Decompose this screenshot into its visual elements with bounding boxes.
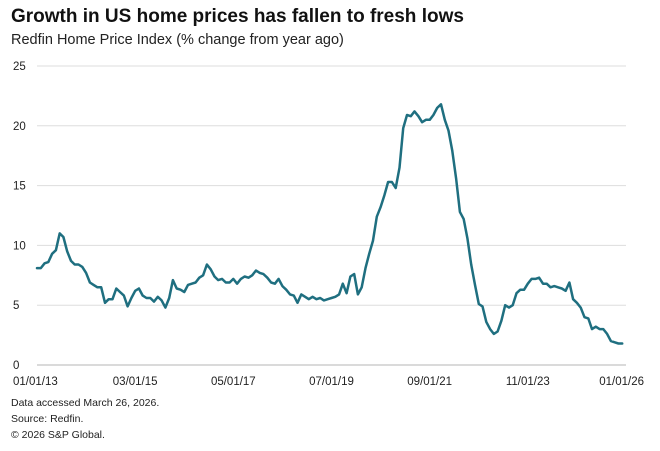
y-axis-ticks: 0 5 10 15 20 25 <box>13 61 26 372</box>
y-tick-label: 15 <box>13 181 26 193</box>
x-tick-label: 09/01/21 <box>407 376 452 388</box>
x-tick-label: 11/01/23 <box>506 376 550 388</box>
y-tick-label: 25 <box>13 61 26 73</box>
chart-title: Growth in US home prices has fallen to f… <box>11 6 464 27</box>
x-tick-label: 07/01/19 <box>309 376 354 388</box>
y-tick-label: 5 <box>13 300 19 312</box>
footer-source: Source: Redfin. <box>11 413 84 425</box>
y-tick-label: 10 <box>13 240 26 252</box>
x-tick-label: 01/01/26 <box>599 376 644 388</box>
x-axis-ticks: 01/01/13 03/01/15 05/01/17 07/01/19 09/01/21… <box>13 376 644 388</box>
y-tick-label: 20 <box>13 121 26 133</box>
y-tick-label: 0 <box>13 360 19 372</box>
footer-data-accessed: Data accessed March 26, 2026. <box>11 397 160 409</box>
series-layer <box>35 103 624 345</box>
x-tick-label: 01/01/13 <box>13 376 58 388</box>
x-tick-label: 03/01/15 <box>113 376 158 388</box>
chart-subtitle: Redfin Home Price Index (% change from y… <box>11 32 344 48</box>
footer-copyright: © 2026 S&P Global. <box>11 429 105 441</box>
gridlines <box>37 65 626 366</box>
series-line <box>35 103 624 345</box>
x-tick-label: 05/01/17 <box>211 376 256 388</box>
